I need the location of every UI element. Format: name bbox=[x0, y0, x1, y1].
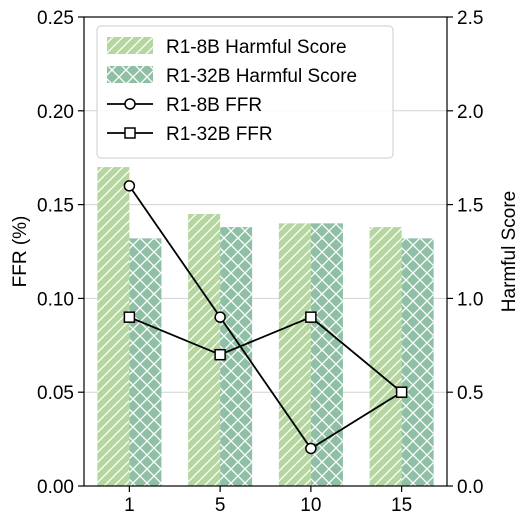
x-tick-label: 5 bbox=[215, 495, 226, 516]
plot-frame bbox=[83, 16, 448, 487]
bars bbox=[97, 167, 434, 487]
legend-marker-circle bbox=[124, 98, 136, 110]
legend-swatch-hatch bbox=[107, 66, 153, 83]
bar-hatch bbox=[401, 238, 434, 486]
axes: 0.00 0.05 0.10 0.15 0.20 0.25 0.0 0.5 1.0 1.5 2.0 2… bbox=[10, 8, 520, 516]
y-left-tick-label: 0.25 bbox=[37, 8, 74, 29]
legend-marker-square bbox=[124, 127, 136, 139]
y-right-axis-title: Harmful Score bbox=[499, 191, 520, 312]
y-left-tick-label: 0.10 bbox=[37, 289, 74, 310]
legend-label: R1-8B FFR bbox=[166, 95, 262, 116]
y-left-tick-label: 0.15 bbox=[37, 196, 74, 217]
x-tick-label: 1 bbox=[124, 495, 135, 516]
point-circle bbox=[123, 180, 136, 192]
legend-label: R1-32B Harmful Score bbox=[166, 66, 357, 87]
y-right-tick-label: 2.5 bbox=[457, 8, 483, 29]
bar-hatch bbox=[369, 227, 402, 486]
series-line bbox=[129, 316, 403, 393]
y-left-tick-label: 0.05 bbox=[37, 383, 74, 404]
point-circle bbox=[305, 442, 317, 455]
y-left-axis-title: FFR (%) bbox=[10, 216, 31, 288]
bar-hatch bbox=[310, 223, 343, 487]
point-circle bbox=[214, 311, 226, 323]
y-left-tick-label: 0.20 bbox=[37, 102, 74, 123]
series-line bbox=[128, 185, 403, 450]
y-left-tick-label: 0.00 bbox=[37, 477, 74, 498]
point-square bbox=[214, 348, 226, 361]
y-right-tick-label: 0.0 bbox=[457, 477, 483, 498]
point-square bbox=[123, 311, 136, 323]
point-square bbox=[395, 386, 408, 398]
y-right-tick-label: 0.5 bbox=[457, 383, 483, 404]
legend-label: R1-32B FFR bbox=[166, 124, 273, 145]
legend: R1-8B Harmful Score R1-32B Harmful Score R… bbox=[96, 25, 394, 159]
y-right-tick-label: 1.0 bbox=[457, 289, 483, 310]
legend-label: R1-8B Harmful Score bbox=[166, 37, 347, 58]
x-tick-label: 15 bbox=[391, 495, 412, 516]
bar-hatch bbox=[129, 238, 162, 486]
legend-swatch-hatch bbox=[107, 37, 153, 54]
ffr-lines bbox=[123, 180, 408, 455]
y-right-tick-label: 1.5 bbox=[457, 196, 483, 217]
point-square bbox=[305, 311, 317, 323]
legend-box bbox=[96, 25, 394, 159]
y-right-tick-label: 2.0 bbox=[457, 102, 483, 123]
bar-hatch bbox=[97, 167, 130, 486]
x-tick-label: 10 bbox=[300, 495, 321, 516]
